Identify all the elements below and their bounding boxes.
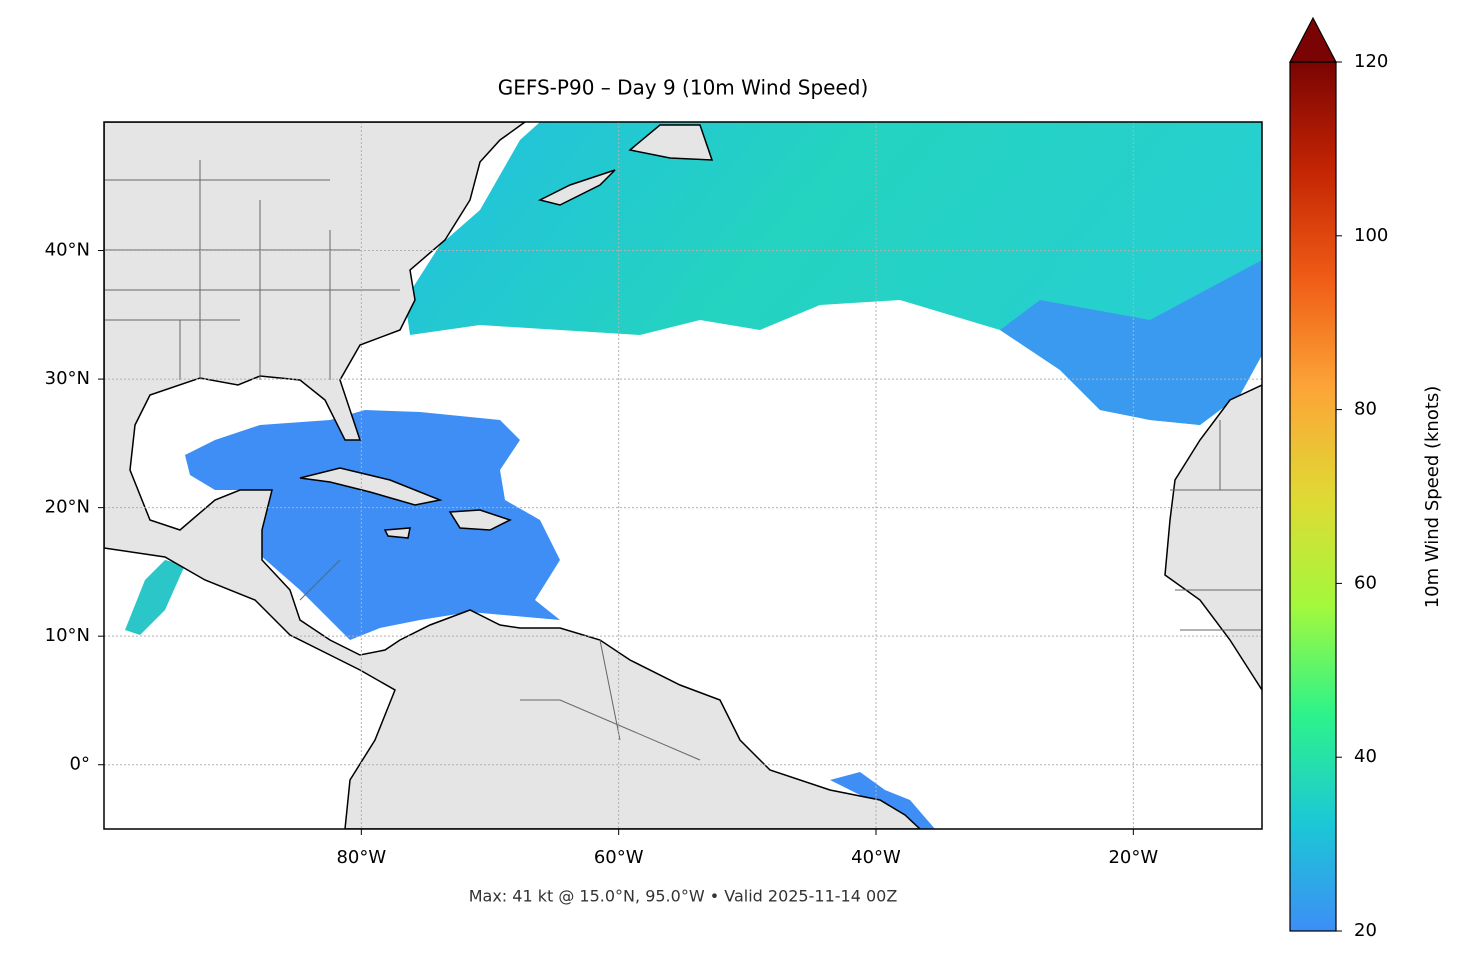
land-jamaica bbox=[383, 527, 411, 539]
land-newfoundland bbox=[628, 124, 714, 161]
colorbar-tick-label: 40 bbox=[1354, 746, 1377, 767]
map-frame bbox=[103, 121, 1263, 830]
y-tick-label: 10°N bbox=[45, 625, 90, 646]
colorbar-tick-label: 100 bbox=[1354, 225, 1388, 246]
colorbar-tick-label: 20 bbox=[1354, 920, 1377, 941]
land-cuba bbox=[299, 467, 443, 506]
colorbar-extend bbox=[1289, 16, 1337, 63]
colorbar-tick-label: 60 bbox=[1354, 572, 1377, 593]
wind-field-brazil bbox=[830, 772, 935, 829]
colorbar-label: 10m Wind Speed (knots) bbox=[1422, 386, 1443, 609]
wind-field-caribbean bbox=[185, 410, 560, 640]
wind-field-north-atlantic-low bbox=[1000, 260, 1262, 425]
footnote: Max: 41 kt @ 15.0°N, 95.0°W • Valid 2025… bbox=[469, 887, 898, 906]
wind-field-pacific bbox=[125, 560, 185, 635]
grid-layer bbox=[104, 122, 1262, 829]
land-nova-scotia bbox=[537, 169, 616, 206]
chart-title: GEFS-P90 – Day 9 (10m Wind Speed) bbox=[498, 76, 869, 100]
land-africa bbox=[1164, 384, 1262, 692]
y-tick-label: 20°N bbox=[45, 497, 90, 518]
colorbar-tick-label: 80 bbox=[1354, 399, 1377, 420]
x-tick-label: 40°W bbox=[851, 847, 901, 868]
y-tick-label: 30°N bbox=[45, 368, 90, 389]
y-tick-label: 40°N bbox=[45, 240, 90, 261]
map bbox=[104, 122, 1262, 829]
land-americas bbox=[104, 122, 922, 829]
x-tick-label: 60°W bbox=[594, 847, 644, 868]
x-tick-label: 80°W bbox=[336, 847, 386, 868]
colorbar-frame bbox=[1289, 61, 1337, 932]
colorbar-tick-label: 120 bbox=[1354, 51, 1388, 72]
colorbar: 20 40 60 80 100 120 bbox=[1289, 16, 1388, 941]
y-tick-label: 0° bbox=[70, 754, 90, 775]
land-hispaniola bbox=[448, 509, 512, 531]
state-borders bbox=[104, 160, 1262, 761]
x-tick-label: 20°W bbox=[1108, 847, 1158, 868]
colorbar-gradient bbox=[1290, 62, 1336, 931]
